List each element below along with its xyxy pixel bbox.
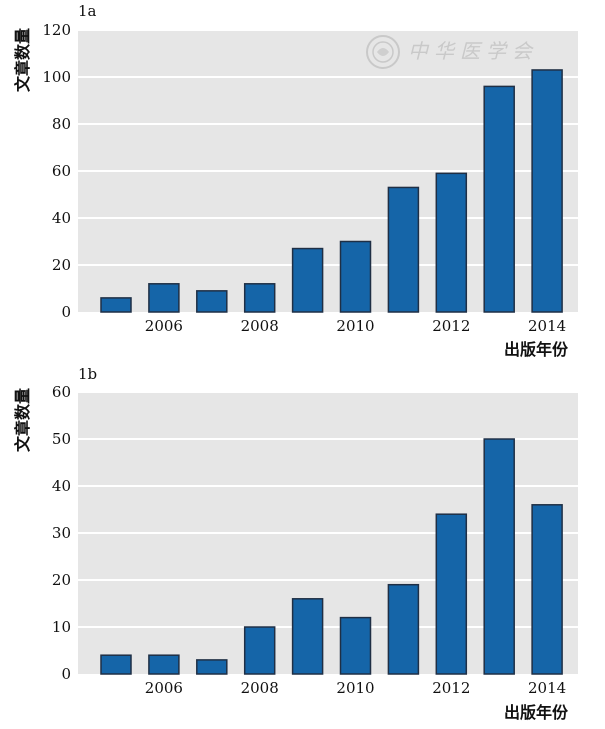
x-tick-label: 2010 <box>336 679 374 697</box>
y-tick-label: 60 <box>52 383 71 401</box>
y-tick-label: 60 <box>52 162 71 180</box>
chart-panel-1b: 0 10 20 30 40 50 60 2006 2008 2010 2012 2014 1b 文章数量出… <box>13 365 578 722</box>
y-tick-label: 40 <box>52 477 71 495</box>
y-axis-label: 文章数量 <box>13 388 32 452</box>
bar-2009 <box>291 598 324 675</box>
y-tick-label: 100 <box>42 68 71 86</box>
bar-2005 <box>100 654 132 675</box>
chart-panel-1a: 中华医学会 0 20 40 60 80 100 120 2006 2008 2010 2012 2014… <box>13 2 578 359</box>
y-tick-label: 120 <box>42 21 71 39</box>
bar-2011 <box>387 583 420 675</box>
y-tick-label: 0 <box>61 303 71 321</box>
y-tick-label: 0 <box>61 665 71 683</box>
bar-2009 <box>291 247 324 313</box>
x-tick-label: 2014 <box>528 679 566 697</box>
bar-2013 <box>483 85 515 313</box>
panel-label: 1a <box>78 2 97 20</box>
bar-2013 <box>483 438 515 675</box>
bar-2014 <box>531 504 563 675</box>
bar-2012 <box>435 172 468 313</box>
y-tick-label: 40 <box>52 209 71 227</box>
watermark: 中华医学会 <box>366 35 538 69</box>
x-axis-label: 出版年份 <box>504 340 569 359</box>
y-tick-label: 20 <box>52 571 71 589</box>
y-tick-label: 10 <box>52 618 71 636</box>
y-tick-label: 50 <box>52 430 71 448</box>
bar-2007 <box>196 290 228 313</box>
bar-2007 <box>196 659 228 675</box>
society-seal-icon <box>366 35 400 69</box>
x-axis-label: 出版年份 <box>504 703 569 722</box>
x-tick-label: 2012 <box>432 317 470 335</box>
x-tick-label: 2006 <box>145 317 183 335</box>
bar-2008 <box>243 283 276 313</box>
bar-2010 <box>339 616 372 675</box>
panel-label: 1b <box>78 365 97 383</box>
bar-2005 <box>100 297 132 313</box>
x-tick-label: 2008 <box>241 317 279 335</box>
watermark-text: 中华医学会 <box>408 39 538 63</box>
y-tick-label: 20 <box>52 256 71 274</box>
x-tick-label: 2010 <box>336 317 374 335</box>
y-tick-label: 80 <box>52 115 71 133</box>
bar-2006 <box>148 283 180 313</box>
y-axis-label: 文章数量 <box>13 28 32 92</box>
bar-2008 <box>243 626 276 675</box>
y-tick-label: 30 <box>52 524 71 542</box>
x-tick-label: 2008 <box>241 679 279 697</box>
x-tick-label: 2006 <box>145 679 183 697</box>
bar-2006 <box>148 654 180 675</box>
bar-2011 <box>387 186 420 313</box>
bar-2012 <box>435 513 468 675</box>
bar-2010 <box>339 240 372 313</box>
x-tick-label: 2012 <box>432 679 470 697</box>
x-tick-label: 2014 <box>528 317 566 335</box>
bar-2014 <box>531 69 563 313</box>
